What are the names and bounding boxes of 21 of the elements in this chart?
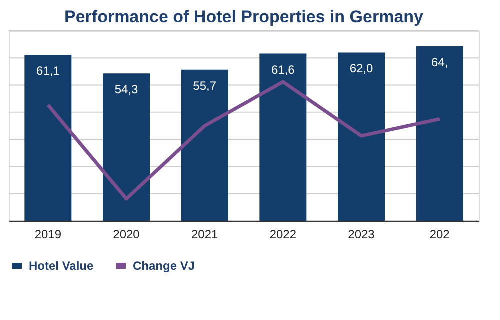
x-tick-label: 2021 [191, 228, 219, 242]
chart-title: Performance of Hotel Properties in Germany [64, 8, 424, 26]
data-label: 61,1 [36, 64, 60, 78]
data-label: 62,0 [350, 62, 374, 76]
bar [338, 52, 385, 221]
bar [416, 46, 464, 221]
bar [103, 74, 150, 221]
data-label: 55,7 [193, 78, 217, 93]
bar [24, 55, 72, 221]
x-tick-label: 2022 [270, 228, 297, 242]
data-label: 64, [431, 55, 448, 70]
x-tick-label: 2020 [113, 228, 140, 242]
data-label: 54,3 [114, 82, 138, 97]
x-tick-label: 202 [430, 228, 450, 242]
x-tick-label: 2023 [348, 228, 376, 242]
data-label: 61,6 [271, 62, 296, 77]
legend-label: Change VJ [133, 259, 196, 273]
x-tick-label: 2019 [34, 228, 62, 242]
legend-label: Hotel Value [29, 259, 94, 273]
bar [181, 70, 228, 221]
bar [260, 54, 307, 221]
